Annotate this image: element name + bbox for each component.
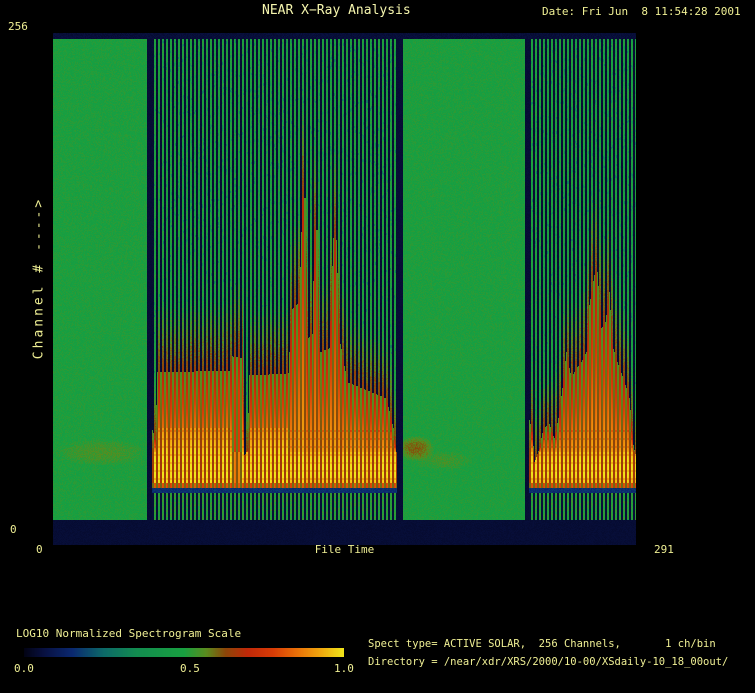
x-axis-title: File Time [314, 543, 375, 556]
page-title: NEAR X−Ray Analysis [262, 3, 411, 18]
x-axis-max-label: 291 [654, 543, 674, 556]
date-label: Date: Fri Jun 8 11:54:28 2001 [542, 5, 741, 18]
y-axis-title: Channel # ----> [31, 196, 47, 360]
spectrogram-heatmap [53, 33, 636, 545]
directory-line: Directory = /near/xdr/XRS/2000/10-00/XSd… [368, 656, 729, 668]
spect-type-line: Spect type= ACTIVE SOLAR, 256 Channels, … [368, 638, 716, 650]
colorbar-gradient [24, 648, 344, 657]
y-axis-min-label: 0 [10, 523, 17, 536]
colorbar-title: LOG10 Normalized Spectrogram Scale [16, 627, 242, 640]
x-axis-min-label: 0 [36, 543, 43, 556]
colorbar-tick-max: 1.0 [334, 662, 354, 675]
colorbar-tick-min: 0.0 [14, 662, 34, 675]
colorbar-tick-mid: 0.5 [180, 662, 200, 675]
y-axis-max-label: 256 [8, 20, 28, 33]
